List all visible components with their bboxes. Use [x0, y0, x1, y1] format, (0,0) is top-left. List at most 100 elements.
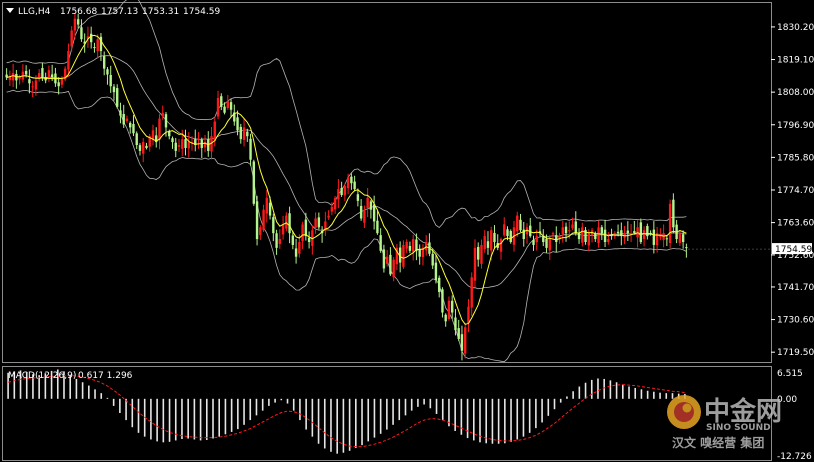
candle-body	[67, 51, 70, 70]
candle-body	[343, 186, 347, 196]
candle-body	[415, 239, 418, 251]
candle-body	[324, 221, 327, 231]
price-tick-label: 1785.80	[777, 153, 814, 163]
candle-body	[353, 181, 356, 190]
candle-body	[246, 131, 249, 137]
candle-body	[402, 244, 405, 267]
candle-body	[203, 142, 207, 148]
candle-body	[460, 334, 464, 351]
candle-body	[581, 227, 584, 243]
candle-body	[145, 145, 148, 148]
candle-body	[102, 56, 106, 69]
candle-body	[122, 114, 125, 125]
macd-panel-frame	[2, 366, 772, 461]
candle-body	[545, 238, 548, 248]
candle-body	[516, 215, 519, 232]
candle-body	[464, 327, 467, 354]
candle-body	[311, 230, 314, 246]
candle-body	[125, 118, 129, 122]
candle-body	[444, 314, 447, 322]
candle-body	[398, 247, 402, 263]
symbol-header: LLG,H4 1756.68 1757.13 1753.31 1754.59	[6, 7, 220, 17]
macd-tick-label: 0.00	[777, 395, 797, 405]
bollinger-middle-line	[6, 55, 687, 290]
candle-body	[220, 96, 223, 107]
candle-body	[642, 230, 646, 240]
candle-body	[190, 142, 194, 144]
candle-body	[574, 221, 577, 234]
candle-body	[272, 217, 275, 234]
macd-tick-label: -12.726	[777, 452, 812, 462]
candle-body	[249, 138, 252, 160]
candle-body	[558, 236, 561, 240]
candle-body	[434, 262, 438, 281]
candle-body	[594, 233, 597, 240]
candle-body	[542, 236, 545, 242]
candle-body	[5, 74, 8, 78]
candle-body	[112, 86, 116, 93]
candle-body	[174, 142, 177, 151]
watermark-sub-text: SINO SOUND	[706, 423, 771, 433]
candle-body	[197, 139, 200, 141]
candle-body	[278, 239, 282, 244]
candle-body	[499, 239, 503, 252]
candle-body	[503, 224, 506, 236]
candle-body	[73, 18, 77, 31]
candle-body	[659, 236, 662, 238]
price-tick-label: 1808.00	[777, 88, 814, 98]
candle-body	[346, 177, 350, 189]
candle-body	[418, 249, 421, 257]
candle-body	[340, 187, 343, 195]
candle-body	[366, 197, 369, 208]
candle-body	[70, 30, 73, 47]
candle-body	[389, 254, 392, 275]
candle-body	[18, 76, 21, 79]
candle-body	[307, 237, 311, 242]
candle-body	[148, 136, 151, 147]
candle-body	[252, 161, 256, 204]
candle-body	[451, 300, 454, 313]
dropdown-triangle-icon[interactable]	[6, 8, 14, 13]
candle-body	[24, 70, 28, 75]
candle-body	[116, 88, 119, 107]
candle-body	[226, 100, 229, 108]
candle-body	[493, 232, 496, 242]
candle-body	[382, 249, 386, 269]
candle-body	[561, 227, 564, 235]
price-tick-label: 1796.90	[777, 121, 814, 131]
candle-body	[555, 235, 558, 242]
candle-body	[607, 239, 610, 242]
candle-body	[421, 247, 425, 258]
bollinger-lower-line	[6, 89, 687, 363]
candle-body	[672, 199, 675, 228]
candle-body	[275, 233, 278, 248]
candle-body	[470, 277, 473, 308]
candle-body	[522, 229, 525, 240]
candle-body	[376, 220, 379, 234]
macd-values: 0.617 1.296	[78, 371, 133, 381]
candle-body	[424, 242, 428, 251]
candle-body	[304, 219, 308, 237]
candle-body	[525, 227, 529, 235]
candle-body	[181, 139, 184, 149]
candle-body	[626, 230, 630, 234]
candle-body	[519, 219, 522, 231]
candle-body	[506, 229, 509, 237]
candle-body	[63, 68, 67, 80]
candle-body	[603, 229, 607, 242]
candle-body	[359, 205, 363, 219]
macd-signal-line	[7, 375, 685, 448]
candle-body	[213, 121, 216, 141]
ohlc-low: 1753.31	[142, 7, 179, 17]
candle-body	[496, 243, 499, 248]
candle-body	[655, 233, 659, 246]
candle-body	[177, 145, 181, 147]
candle-body	[151, 130, 155, 141]
candle-body	[216, 98, 220, 117]
candle-body	[333, 197, 337, 210]
price-tick-label: 1752.60	[777, 251, 814, 261]
candle-body	[385, 256, 389, 264]
symbol-label: LLG,H4	[18, 7, 51, 17]
candle-body	[587, 233, 591, 246]
